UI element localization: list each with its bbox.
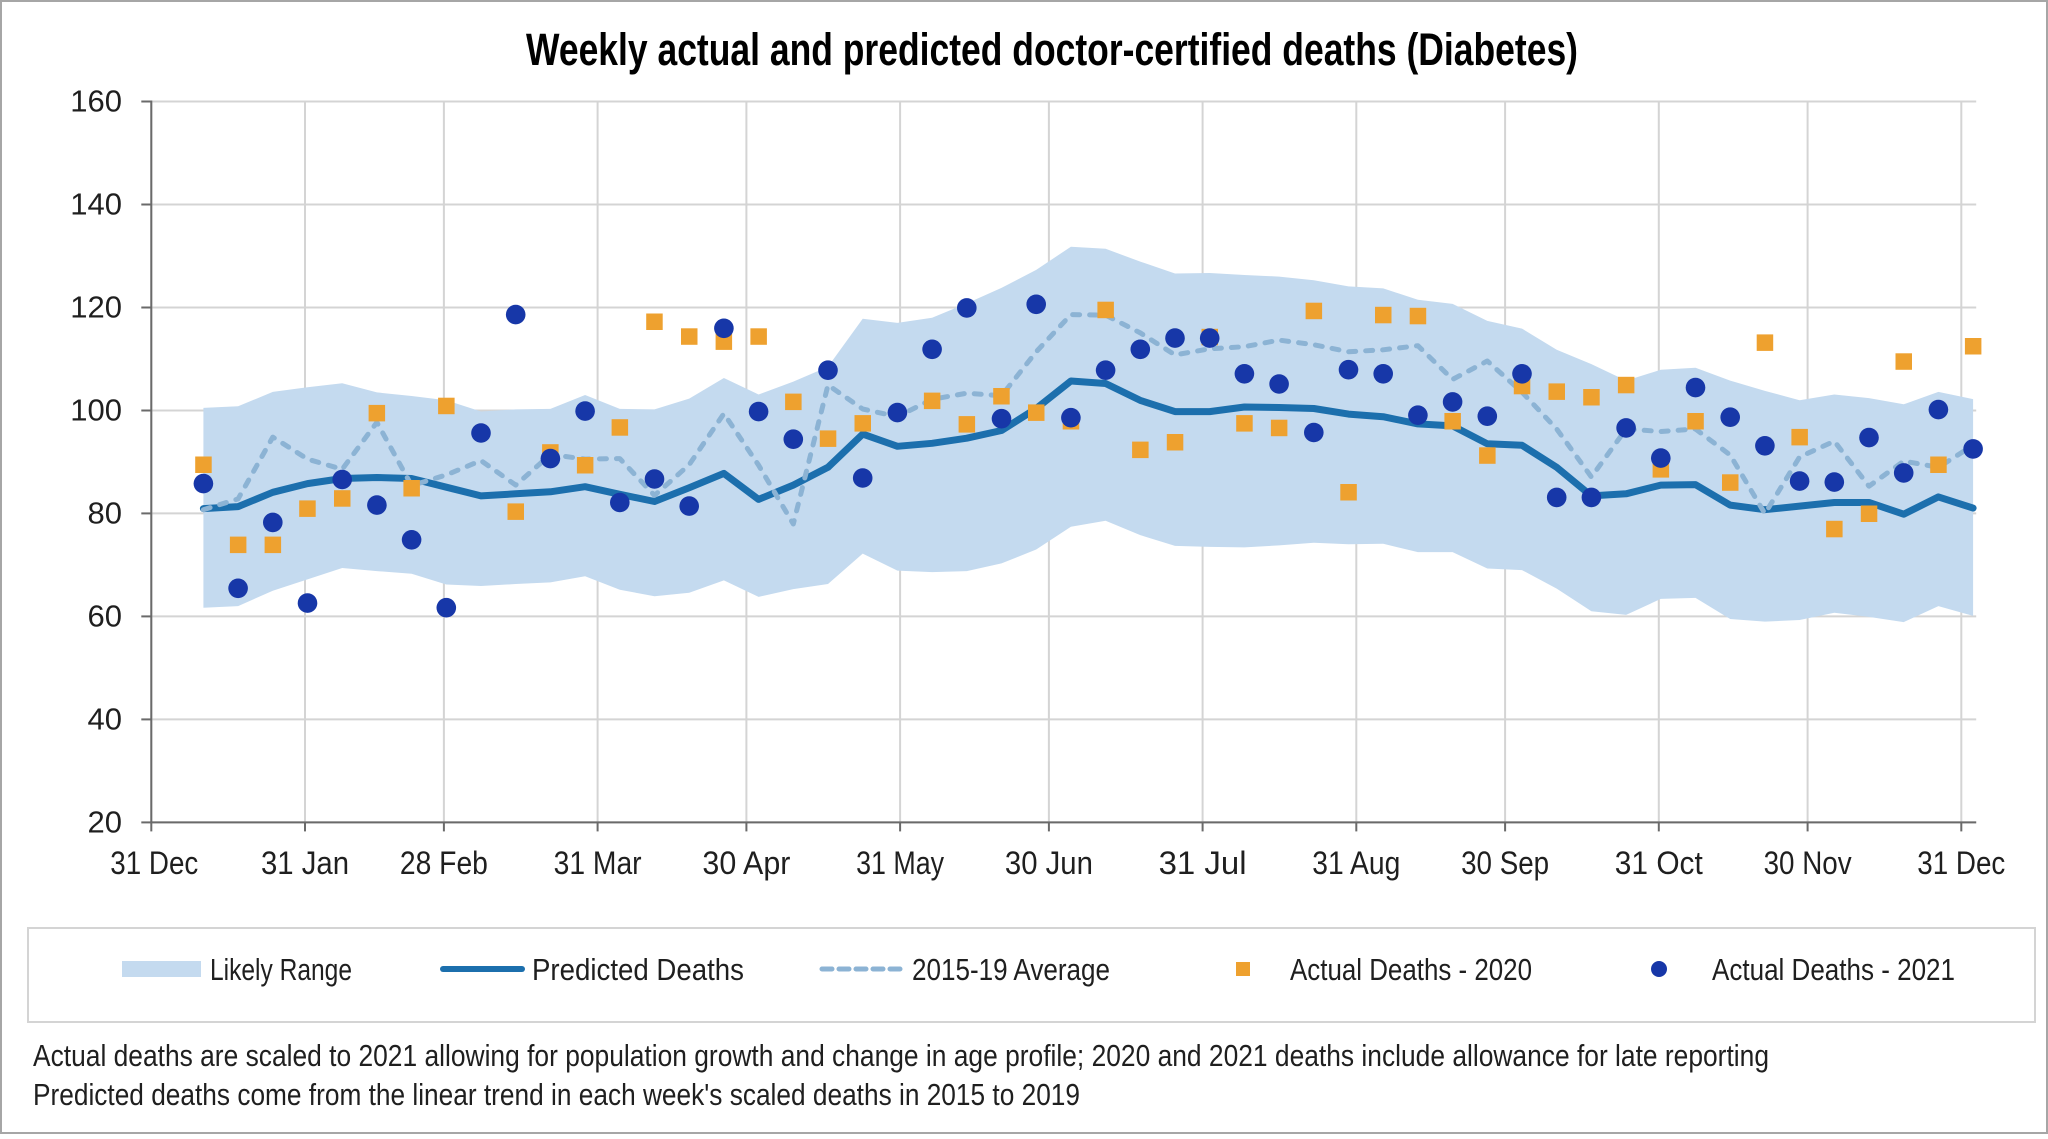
- svg-text:Actual Deaths - 2020: Actual Deaths - 2020: [1290, 952, 1532, 987]
- svg-text:31 Oct: 31 Oct: [1615, 845, 1703, 881]
- svg-text:Predicted Deaths: Predicted Deaths: [532, 952, 744, 987]
- svg-text:31 Dec: 31 Dec: [110, 845, 198, 881]
- svg-text:31 May: 31 May: [856, 845, 944, 881]
- svg-text:80: 80: [88, 495, 122, 530]
- svg-text:160: 160: [70, 84, 122, 119]
- svg-text:31 Jul: 31 Jul: [1159, 845, 1247, 881]
- svg-text:30 Apr: 30 Apr: [702, 845, 790, 881]
- svg-text:Actual Deaths - 2021: Actual Deaths - 2021: [1712, 952, 1955, 987]
- svg-text:Weekly actual and predicted do: Weekly actual and predicted doctor-certi…: [526, 24, 1578, 75]
- svg-text:40: 40: [88, 701, 122, 736]
- svg-text:120: 120: [70, 290, 122, 325]
- svg-text:31 Dec: 31 Dec: [1917, 845, 2005, 881]
- svg-text:Predicted deaths come from the: Predicted deaths come from the linear tr…: [33, 1077, 1080, 1112]
- svg-text:20: 20: [88, 804, 122, 839]
- svg-text:2015-19 Average: 2015-19 Average: [912, 952, 1110, 987]
- svg-text:28 Feb: 28 Feb: [400, 845, 488, 881]
- svg-text:60: 60: [88, 598, 122, 633]
- svg-text:31 Aug: 31 Aug: [1312, 845, 1400, 881]
- svg-text:30 Sep: 30 Sep: [1461, 845, 1549, 881]
- svg-text:31 Mar: 31 Mar: [554, 845, 642, 881]
- svg-text:30 Jun: 30 Jun: [1005, 845, 1093, 881]
- svg-text:31 Jan: 31 Jan: [261, 845, 349, 881]
- svg-text:140: 140: [70, 187, 122, 222]
- svg-text:Actual deaths are scaled to 20: Actual deaths are scaled to 2021 allowin…: [33, 1038, 1769, 1073]
- svg-text:100: 100: [70, 393, 122, 428]
- svg-text:30 Nov: 30 Nov: [1764, 845, 1852, 881]
- svg-text:Likely Range: Likely Range: [210, 952, 352, 987]
